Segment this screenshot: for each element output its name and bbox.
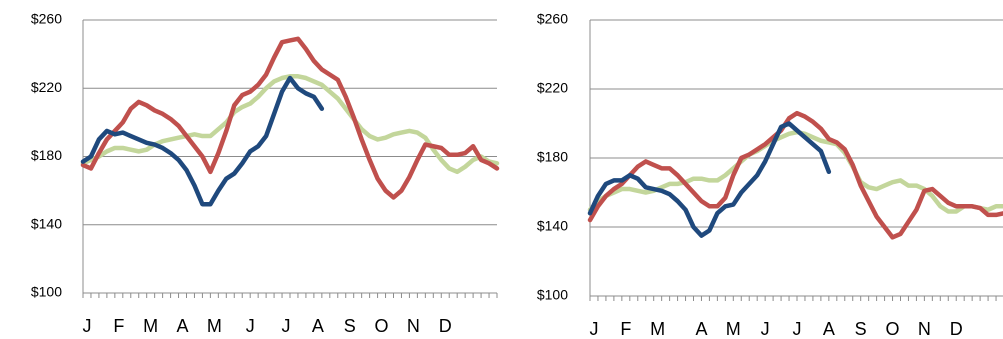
x-tick-label: J <box>82 316 91 336</box>
series-line <box>587 110 1003 240</box>
x-tick-label: A <box>177 316 189 336</box>
x-tick-label: N <box>918 319 931 339</box>
x-tick-label: S <box>855 319 867 339</box>
x-tick-label: M <box>143 316 158 336</box>
x-tick-label: D <box>950 319 963 339</box>
x-tick-label: O <box>375 316 389 336</box>
x-tick-label: O <box>886 319 900 339</box>
y-tick-label: $140 <box>31 215 62 231</box>
x-tick-label: J <box>793 319 802 339</box>
series-line <box>80 36 500 200</box>
series-line <box>80 74 500 175</box>
y-tick-label: $100 <box>537 287 568 303</box>
x-tick-label: J <box>282 316 291 336</box>
x-tick-label: A <box>312 316 324 336</box>
x-tick-label: M <box>726 319 741 339</box>
y-tick-label: $220 <box>31 79 62 95</box>
x-tick-label: S <box>344 316 356 336</box>
series-line <box>80 75 325 207</box>
y-tick-label: $220 <box>537 80 568 96</box>
x-tick-label: F <box>620 319 631 339</box>
y-tick-label: $140 <box>537 218 568 234</box>
x-tick-label: D <box>439 316 452 336</box>
y-tick-label: $100 <box>31 284 62 300</box>
x-tick-label: M <box>650 319 665 339</box>
series-line <box>587 121 832 238</box>
x-tick-label: A <box>695 319 707 339</box>
x-tick-label: J <box>246 316 255 336</box>
y-tick-label: $260 <box>537 11 568 27</box>
x-tick-label: J <box>589 319 598 339</box>
y-tick-label: $180 <box>537 149 568 165</box>
y-tick-label: $260 <box>31 11 62 27</box>
x-tick-label: M <box>207 316 222 336</box>
x-tick-label: A <box>823 319 835 339</box>
x-tick-label: J <box>761 319 770 339</box>
y-tick-label: $180 <box>31 147 62 163</box>
x-tick-label: F <box>113 316 124 336</box>
x-tick-label: N <box>407 316 420 336</box>
